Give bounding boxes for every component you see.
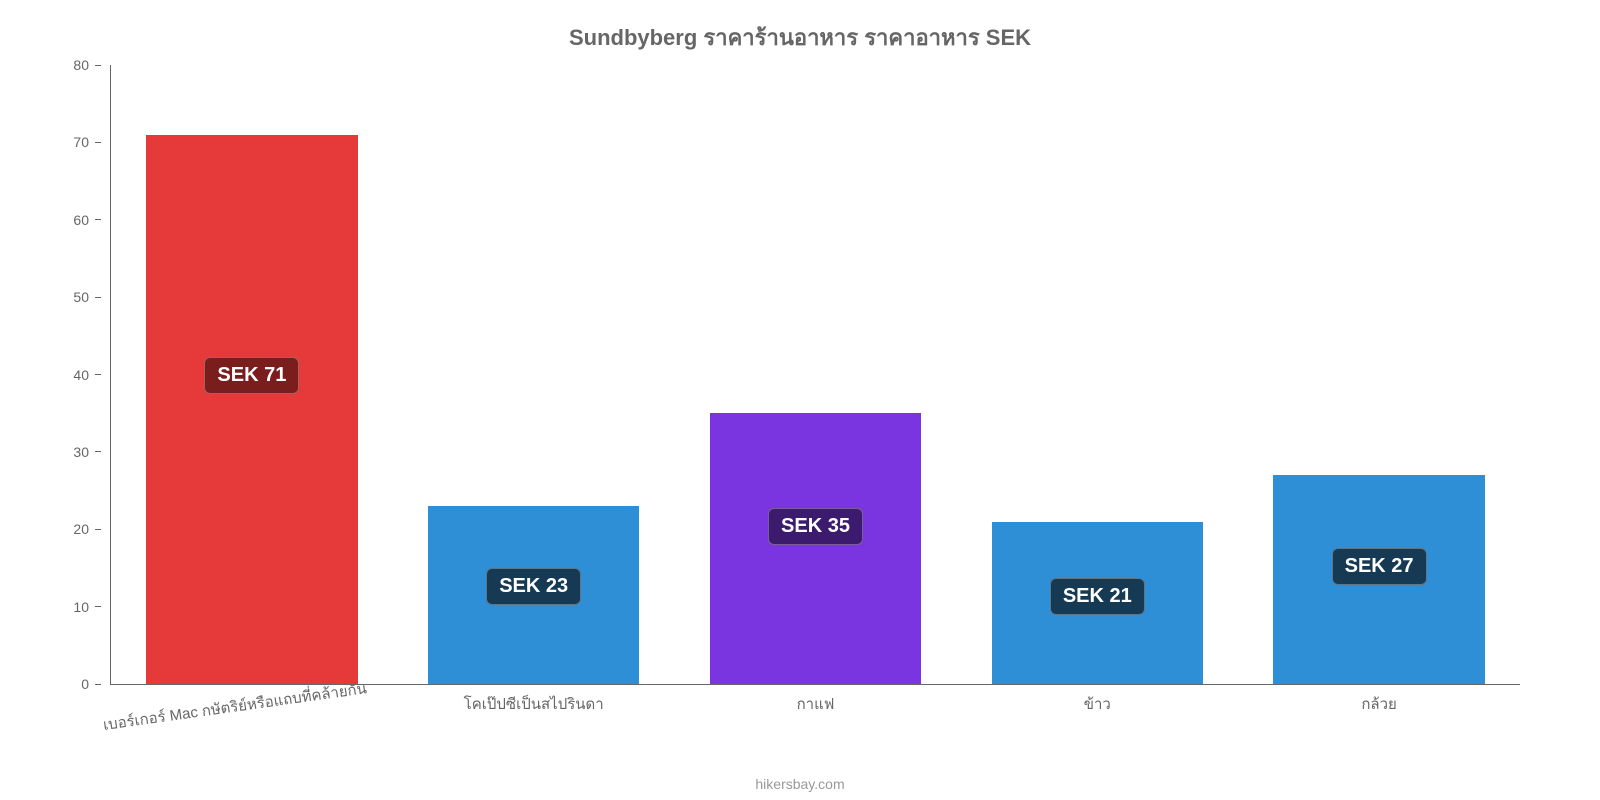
x-axis-label: ข้าว [956,684,1238,716]
bar: SEK 35 [710,413,921,684]
x-axis-label: กาแฟ [675,684,957,716]
y-tick-mark [95,297,101,298]
bar: SEK 23 [428,506,639,684]
bar: SEK 21 [992,522,1203,684]
y-tick-label: 50 [73,289,91,305]
bar-slot: SEK 23 [393,65,675,684]
x-axis-label: กล้วย [1238,684,1520,716]
y-tick-label: 60 [73,212,91,228]
y-tick-mark [95,606,101,607]
value-badge: SEK 71 [204,357,299,394]
y-tick-mark [95,529,101,530]
chart-title: Sundbyberg ราคาร้านอาหาร ราคาอาหาร SEK [40,20,1560,55]
y-tick-label: 70 [73,134,91,150]
y-tick-label: 80 [73,57,91,73]
bar-slot: SEK 21 [956,65,1238,684]
y-tick-mark [95,374,101,375]
y-tick-label: 30 [73,444,91,460]
y-tick: 30 [73,444,101,460]
y-tick-label: 20 [73,521,91,537]
bar-slot: SEK 35 [675,65,957,684]
y-tick-mark [95,219,101,220]
value-badge: SEK 21 [1050,578,1145,615]
y-tick-label: 10 [73,599,91,615]
y-tick: 10 [73,599,101,615]
y-tick-label: 40 [73,367,91,383]
y-tick-mark [95,65,101,66]
y-tick: 80 [73,57,101,73]
y-tick: 50 [73,289,101,305]
y-tick-mark [95,684,101,685]
bar-slot: SEK 27 [1238,65,1520,684]
bar: SEK 71 [146,135,357,684]
value-badge: SEK 23 [486,568,581,605]
y-tick-label: 0 [81,676,91,692]
value-badge: SEK 27 [1332,548,1427,585]
y-tick: 20 [73,521,101,537]
y-tick-mark [95,142,101,143]
bars-group: SEK 71 SEK 23 SEK 35 SEK 21 SEK 27 [111,65,1520,684]
y-tick: 60 [73,212,101,228]
value-badge: SEK 35 [768,508,863,545]
attribution-text: hikersbay.com [0,776,1600,792]
x-axis-labels: เบอร์เกอร์ Mac กษัตริย์หรือแถบที่คล้ายกั… [111,684,1520,716]
x-axis-label: โคเป๊ปซีเป็นสไปรินดา [393,684,675,716]
bar: SEK 27 [1273,475,1484,684]
chart-container: Sundbyberg ราคาร้านอาหาร ราคาอาหาร SEK 0… [40,20,1560,760]
plot-area: 01020304050607080 SEK 71SEK 23SEK 35SEK … [110,65,1520,685]
bar-slot: SEK 71 [111,65,393,684]
y-tick-mark [95,451,101,452]
y-tick: 70 [73,134,101,150]
y-tick: 40 [73,367,101,383]
y-tick: 0 [81,676,101,692]
